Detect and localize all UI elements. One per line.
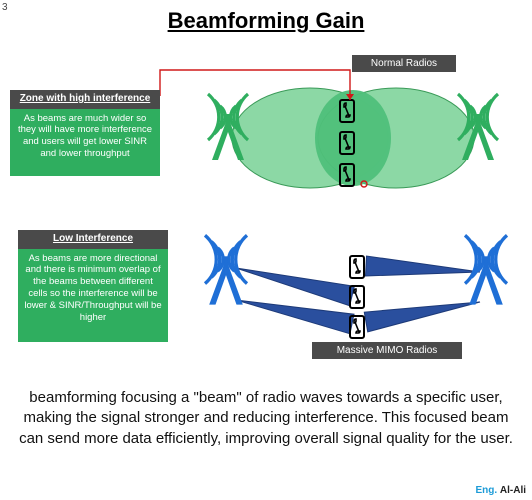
- high-interference-box: Zone with high interference As beams are…: [10, 90, 160, 176]
- diagram-stage: 3 Beamforming Gain Normal Radios Massive…: [0, 0, 532, 500]
- low-interference-title: Low Interference: [18, 230, 168, 249]
- low-interference-body: As beams are more directional and there …: [24, 253, 162, 324]
- massive-mimo-label: Massive MIMO Radios: [312, 342, 462, 359]
- high-interference-title: Zone with high interference: [10, 90, 160, 109]
- caption-text: beamforming focusing a "beam" of radio w…: [16, 388, 516, 449]
- author-credit: Eng. Al-Ali: [475, 485, 526, 496]
- high-interference-body: As beams are much wider so they will hav…: [16, 113, 154, 161]
- credit-name: Al-Ali: [500, 485, 526, 496]
- low-interference-box: Low Interference As beams are more direc…: [18, 230, 168, 342]
- credit-prefix: Eng.: [475, 485, 497, 496]
- normal-radios-label: Normal Radios: [352, 55, 456, 72]
